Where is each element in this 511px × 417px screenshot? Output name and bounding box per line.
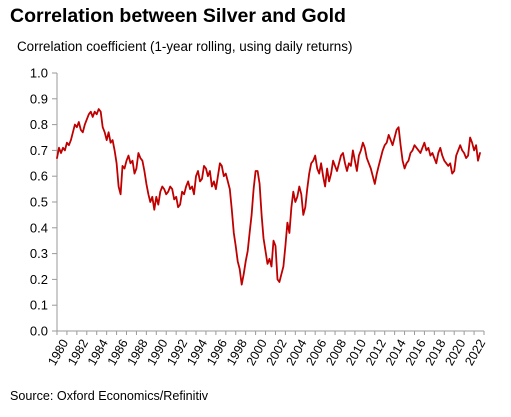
y-tick-label: 0.0 [30, 324, 48, 339]
y-tick-label: 1.0 [30, 66, 48, 81]
y-tick-label: 0.6 [30, 169, 48, 184]
chart-axes [52, 72, 485, 335]
x-axis-tick-labels: 1980198219841986198819901992199419961998… [45, 337, 488, 368]
y-tick-label: 0.1 [30, 298, 48, 313]
y-tick-label: 0.9 [30, 91, 48, 106]
chart-series [56, 108, 481, 286]
chart-subtitle: Correlation coefficient (1-year rolling,… [17, 39, 353, 54]
y-tick-label: 0.4 [30, 220, 48, 235]
series-line-0 [56, 108, 481, 286]
y-tick-label: 0.2 [30, 272, 48, 287]
y-tick-label: 0.3 [30, 246, 48, 261]
source-note: Source: Oxford Economics/Refinitiv [10, 389, 209, 403]
y-tick-label: 0.7 [30, 143, 48, 158]
y-tick-label: 0.8 [30, 117, 48, 132]
y-axis-tick-labels: 0.0 0.1 0.2 0.3 0.4 0.5 0.6 0.7 0.8 0.9 1.0 [30, 66, 48, 339]
y-tick-label: 0.5 [30, 195, 48, 210]
chart-title: Correlation between Silver and Gold [10, 5, 346, 27]
x-tick-label: 2022 [462, 337, 488, 368]
